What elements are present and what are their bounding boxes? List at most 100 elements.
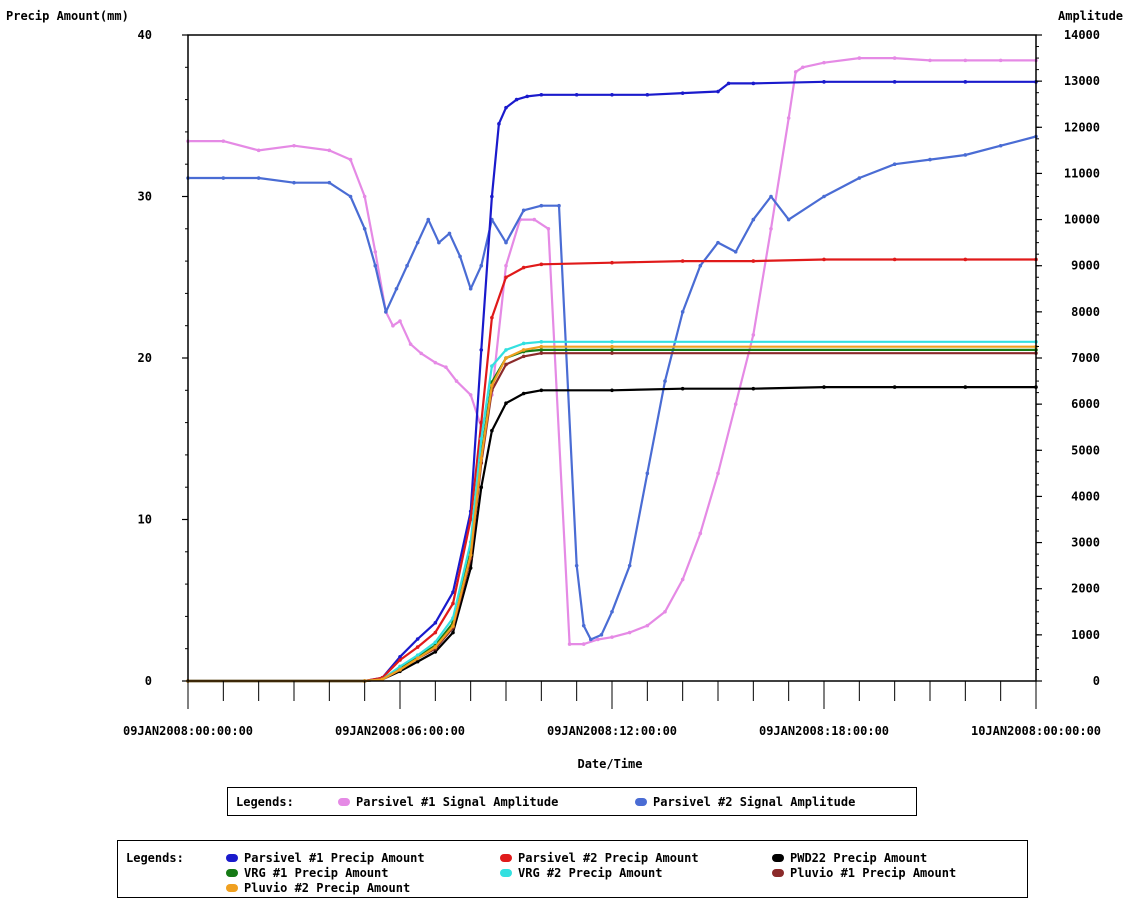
amplitude-series-point: [892, 162, 897, 166]
precip-series-point: [451, 601, 455, 606]
amplitude-series-point: [479, 263, 484, 268]
amplitude-series-point: [963, 58, 968, 63]
amplitude-series-point: [645, 471, 650, 476]
precip-series-point: [539, 344, 544, 349]
precip-series-point: [610, 348, 614, 352]
amplitude-series-point: [998, 143, 1003, 148]
y2-tick-label: 8000: [1071, 305, 1100, 319]
amplitude-series-point: [680, 310, 685, 314]
x-tick-label: 09JAN2008:00:00:00: [123, 724, 253, 738]
precip-series-point: [490, 364, 494, 368]
precip-series-point: [490, 383, 494, 388]
precip-series-point: [822, 257, 826, 262]
legend-item-parsivel2-amplitude: Parsivel #2 Signal Amplitude: [635, 795, 855, 809]
precip-series-point: [645, 92, 650, 97]
precip-series-point: [398, 664, 402, 669]
amplitude-series-point: [546, 227, 551, 231]
amplitude-series-point: [504, 240, 508, 245]
precip-series-point: [504, 356, 508, 360]
legend-item-pluvio1-precip: Pluvio #1 Precip Amount: [772, 866, 956, 880]
amplitude-series-point: [610, 635, 614, 639]
x-tick-label: 09JAN2008:06:00:00: [335, 724, 465, 738]
amplitude-series-point: [751, 333, 756, 337]
precip-series-line-1: [188, 258, 1036, 683]
amplitude-series-point: [610, 609, 614, 614]
precip-series-line-2: [188, 386, 1036, 683]
y2-tick-label: 12000: [1064, 120, 1100, 134]
amplitude-series-point: [458, 254, 462, 259]
y2-tick-label: 4000: [1071, 489, 1100, 503]
left-axis-label: Precip Amount(mm): [6, 9, 129, 23]
precip-series-point: [504, 275, 508, 280]
legend-item-parsivel1-amplitude: Parsivel #1 Signal Amplitude: [338, 795, 558, 809]
y1-tick-label: 0: [145, 674, 152, 688]
legend-label: Parsivel #2 Signal Amplitude: [653, 795, 856, 809]
precip-series-point: [539, 348, 544, 352]
x-tick-label: 09JAN2008:18:00:00: [759, 724, 889, 738]
amplitude-series-point: [581, 623, 586, 628]
legend-swatch: [226, 854, 238, 862]
legend-label: Parsivel #1 Precip Amount: [244, 851, 425, 865]
precip-series-point: [451, 624, 455, 628]
precip-series-point: [716, 89, 720, 94]
amplitude-series-point: [663, 379, 667, 383]
legend-item-vrg2-precip: VRG #2 Precip Amount: [500, 866, 663, 880]
legend-label: Parsivel #1 Signal Amplitude: [356, 795, 559, 809]
precip-series-point: [468, 553, 473, 557]
amplitude-series-point: [292, 143, 296, 148]
legend-label: VRG #1 Precip Amount: [244, 866, 389, 880]
precip-series-point: [433, 630, 438, 635]
amplitude-series-point: [599, 633, 604, 637]
amplitude-series-point: [963, 153, 968, 157]
amplitude-series-point: [574, 563, 579, 568]
precip-series-point: [680, 386, 685, 391]
amplitude-series-point: [327, 148, 332, 153]
legend-swatch: [772, 869, 784, 877]
legend-item-pwd22-precip: PWD22 Precip Amount: [772, 851, 927, 865]
precip-series-point: [680, 91, 685, 95]
precip-series-line-5: [188, 352, 1036, 683]
precip-series-point: [433, 621, 438, 625]
amplitude-series-point: [405, 263, 409, 268]
amplitude-legend-title: Legends:: [236, 795, 294, 809]
precip-series-point: [751, 81, 756, 86]
precip-series-point: [490, 315, 494, 320]
amplitude-series-point: [394, 286, 399, 291]
y2-tick-label: 13000: [1064, 74, 1100, 88]
precip-series-point: [398, 658, 402, 662]
precip-series-point: [497, 122, 501, 126]
precip-series-point: [610, 260, 614, 265]
amplitude-series-point: [557, 203, 561, 208]
amplitude-series-point: [589, 637, 593, 642]
legend-swatch: [500, 869, 512, 877]
precip-series-point: [479, 456, 484, 460]
amplitude-series-point: [348, 194, 353, 199]
amplitude-series-point: [801, 65, 805, 70]
amplitude-series-point: [627, 630, 632, 635]
precip-series-point: [479, 348, 484, 352]
y2-tick-label: 10000: [1064, 213, 1100, 227]
precip-series-point: [490, 428, 494, 433]
precip-series-point: [504, 105, 508, 110]
amplitude-series-point: [769, 194, 773, 199]
amplitude-legend: Legends: Parsivel #1 Signal Amplitude Pa…: [227, 787, 917, 816]
amplitude-series-point: [256, 148, 261, 153]
legend-swatch: [226, 884, 238, 892]
precip-series-point: [398, 667, 402, 672]
amplitude-series-point: [822, 60, 826, 65]
y2-tick-label: 5000: [1071, 443, 1100, 457]
precip-series-point: [415, 653, 420, 657]
legend-item-parsivel2-precip: Parsivel #2 Precip Amount: [500, 851, 699, 865]
precip-series-line-6: [188, 345, 1036, 683]
precip-series-point: [610, 92, 614, 97]
y2-tick-label: 0: [1093, 674, 1100, 688]
amplitude-series-point: [857, 56, 862, 60]
amplitude-series-point: [567, 642, 572, 646]
amplitude-series-point: [698, 531, 703, 536]
precip-series-point: [479, 485, 484, 490]
x-tick-label: 09JAN2008:12:00:00: [547, 724, 677, 738]
precip-series-point: [398, 654, 402, 659]
amplitude-series-point: [373, 263, 378, 268]
amplitude-series-point: [454, 379, 459, 383]
amplitude-series-point: [256, 176, 261, 180]
